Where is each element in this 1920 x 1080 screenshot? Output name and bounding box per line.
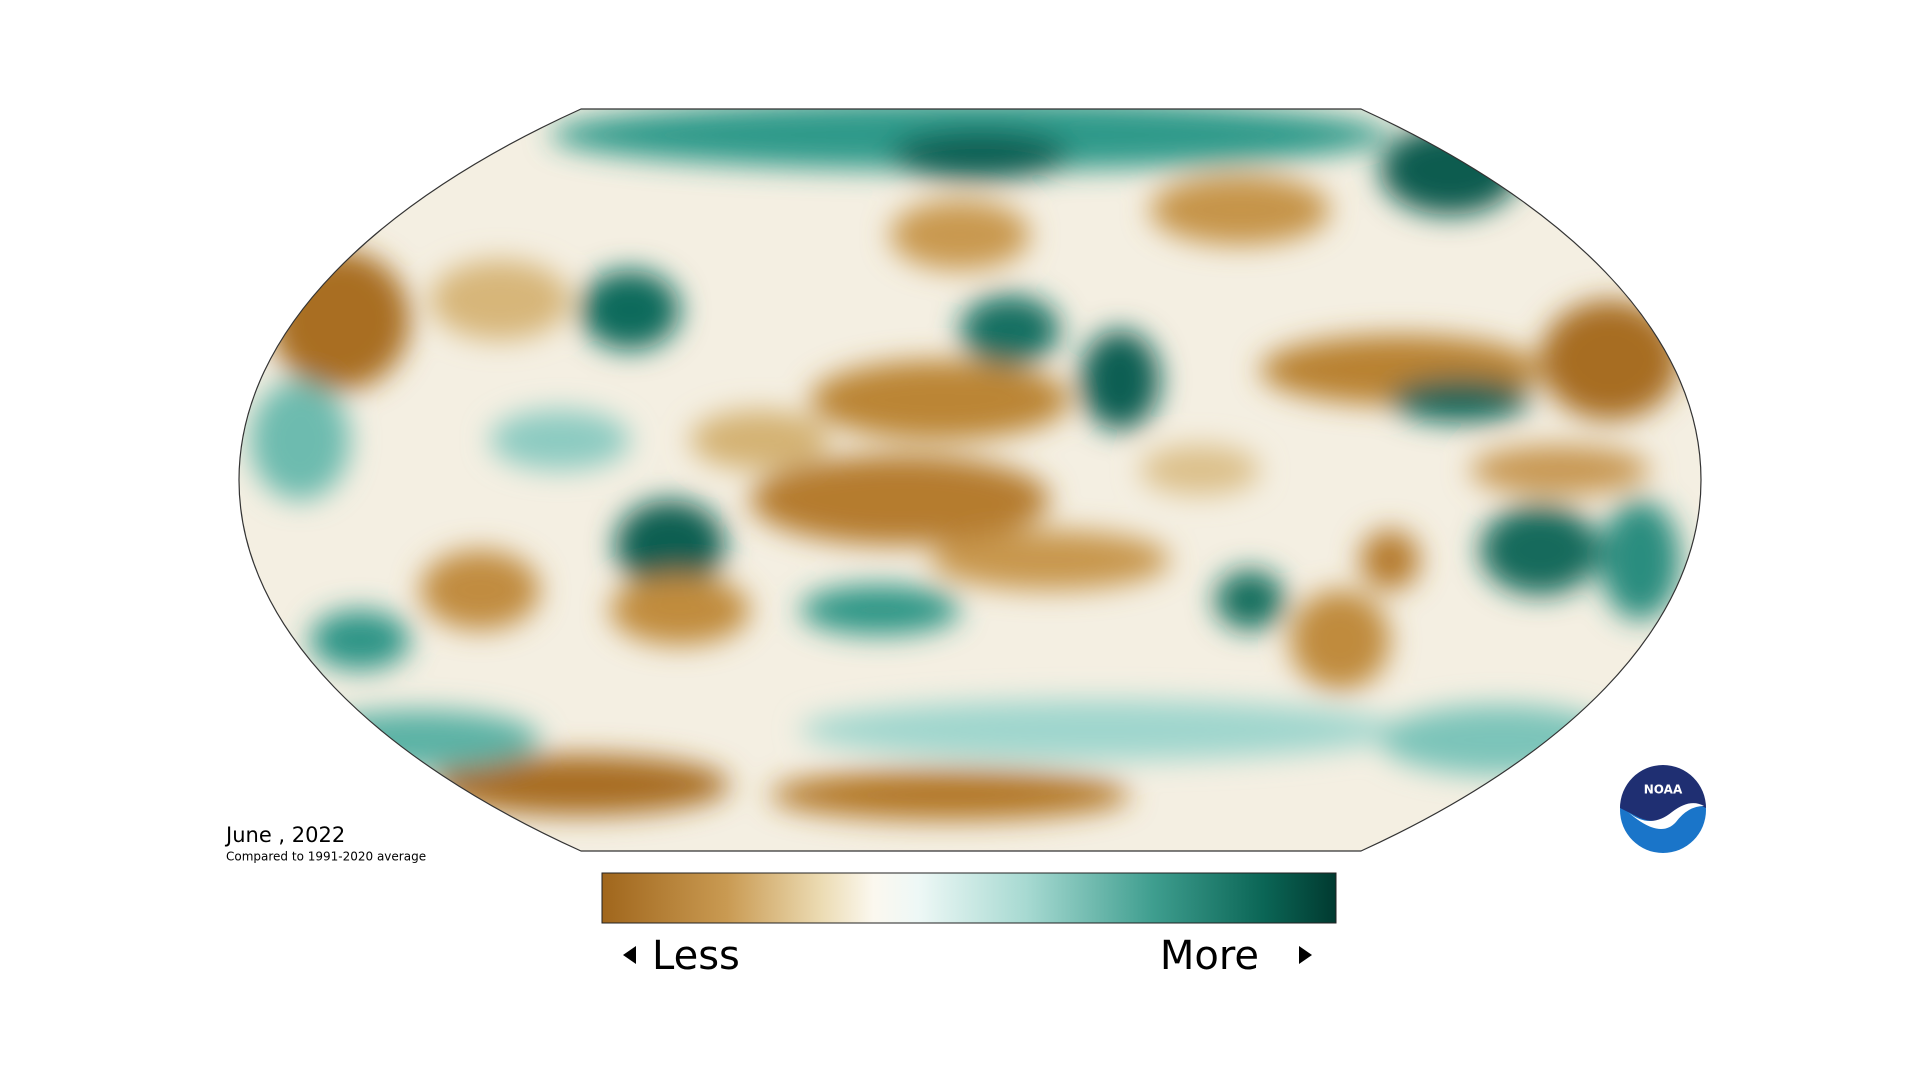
- colorbar: [601, 872, 1337, 924]
- less-arrow: [623, 946, 636, 964]
- more-label: More: [1160, 933, 1259, 979]
- anomaly-field: [239, 109, 1701, 851]
- logo-text: NOAA: [1644, 783, 1683, 797]
- date-label: June , 2022: [224, 823, 345, 847]
- noaa-logo: NOAA: [1620, 765, 1706, 853]
- map-outline: [238, 108, 1702, 852]
- less-label: Less: [652, 933, 740, 979]
- subtitle: Compared to 1991-2020 average: [226, 850, 426, 864]
- more-arrow: [1299, 946, 1312, 964]
